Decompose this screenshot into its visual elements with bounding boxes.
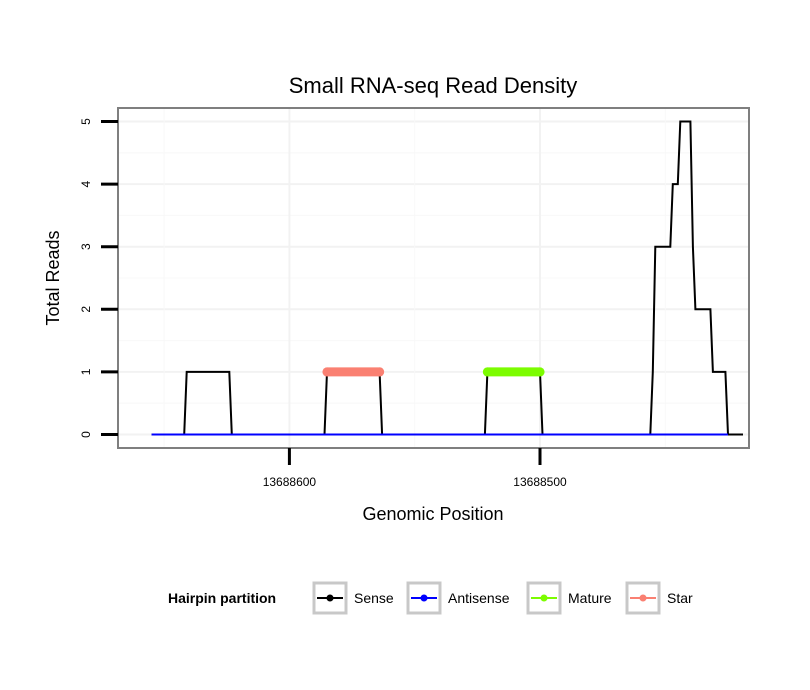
x-axis: 13688600 13688500 <box>263 448 567 489</box>
plot-panel-border <box>117 107 750 449</box>
legend-key-point-sense <box>326 594 334 602</box>
x-tick-label: 13688600 <box>263 475 317 489</box>
legend-key-point-mature <box>540 594 548 602</box>
y-tick-label: 2 <box>79 306 93 313</box>
series-point-star <box>375 367 385 377</box>
legend-label-mature: Mature <box>568 590 612 606</box>
x-axis-title: Genomic Position <box>362 504 503 524</box>
legend-title: Hairpin partition <box>168 590 276 606</box>
y-tick-label: 4 <box>79 180 93 187</box>
y-axis: 0 1 2 3 4 5 <box>79 118 118 438</box>
y-tick-label: 5 <box>79 118 93 125</box>
x-tick-label: 13688500 <box>513 475 567 489</box>
legend-key-point-star <box>639 594 647 602</box>
y-tick-label: 1 <box>79 368 93 375</box>
series-point-mature <box>482 367 492 377</box>
legend-label-antisense: Antisense <box>448 590 510 606</box>
y-tick-label: 0 <box>79 431 93 438</box>
series-point-star <box>322 367 332 377</box>
series-layer <box>151 120 743 436</box>
chart-title: Small RNA-seq Read Density <box>289 73 578 98</box>
legend-label-star: Star <box>667 590 693 606</box>
legend: Hairpin partition Sense Antisense Mature St… <box>168 581 693 615</box>
legend-key-point-antisense <box>420 594 428 602</box>
y-axis-title: Total Reads <box>43 230 63 325</box>
series-point-mature <box>535 367 545 377</box>
legend-label-sense: Sense <box>354 590 394 606</box>
y-tick-label: 3 <box>79 243 93 250</box>
grid <box>119 109 748 447</box>
